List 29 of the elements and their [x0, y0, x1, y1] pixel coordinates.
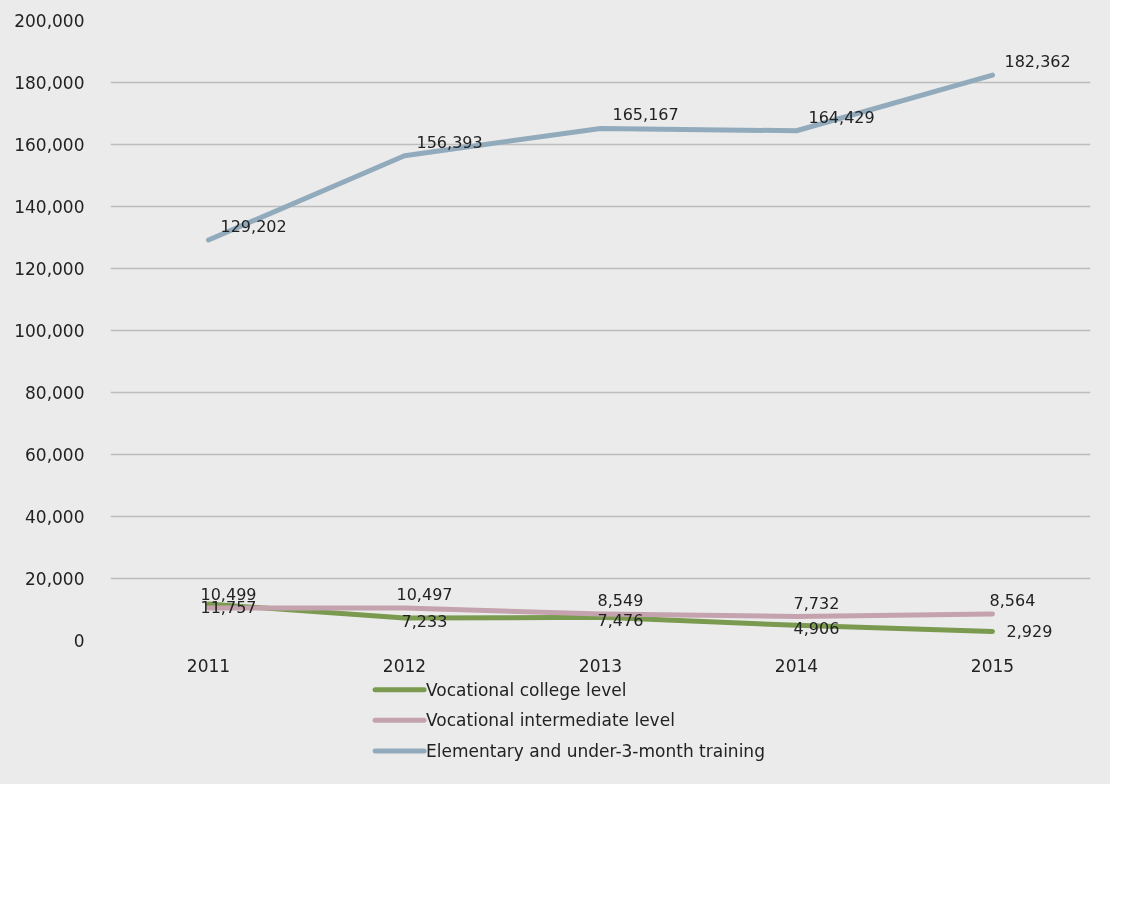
y-tick-label: 120,000	[14, 259, 85, 279]
y-tick-label: 40,000	[25, 507, 85, 527]
data-label: 156,393	[416, 132, 483, 152]
legend-label: Vocational college level	[426, 679, 627, 700]
y-tick-label: 80,000	[25, 383, 85, 403]
y-tick-label: 200,000	[14, 11, 85, 31]
data-label: 164,429	[808, 107, 875, 127]
data-label: 2,929	[1006, 622, 1053, 642]
data-label: 182,362	[1004, 52, 1071, 72]
x-tick-label: 2011	[186, 655, 231, 676]
data-label: 10,497	[396, 584, 453, 604]
y-tick-label: 180,000	[14, 73, 85, 93]
legend-label: Elementary and under-3-month training	[426, 740, 765, 761]
y-tick-label: 140,000	[14, 197, 85, 217]
x-tick-label: 2014	[774, 655, 819, 676]
x-tick-label: 2013	[578, 655, 623, 676]
data-label: 8,564	[989, 590, 1036, 610]
legend-label: Vocational intermediate level	[426, 710, 675, 731]
y-tick-label: 100,000	[14, 321, 85, 341]
data-label: 129,202	[220, 216, 287, 236]
x-tick-label: 2015	[970, 655, 1015, 676]
data-label: 165,167	[612, 105, 679, 125]
x-tick-label: 2012	[382, 655, 427, 676]
data-label: 7,732	[793, 593, 840, 613]
y-tick-label: 20,000	[25, 569, 85, 589]
data-label: 8,549	[597, 591, 644, 610]
y-tick-label: 160,000	[14, 135, 85, 155]
y-tick-label: 60,000	[25, 445, 85, 465]
y-tick-label: 0	[73, 631, 85, 651]
